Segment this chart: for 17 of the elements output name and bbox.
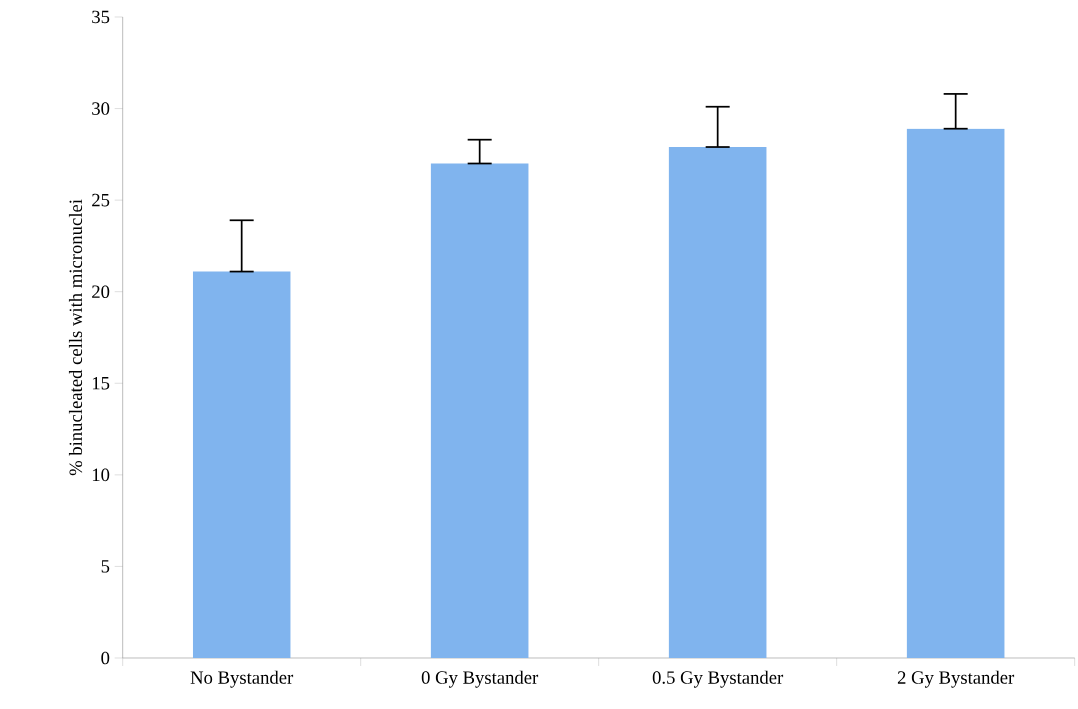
- x-tick-label: 0 Gy Bystander: [421, 670, 539, 688]
- bar: [430, 163, 529, 658]
- bar: [192, 271, 291, 658]
- y-tick-label: 5: [101, 560, 110, 573]
- bar: [668, 147, 767, 658]
- x-tick-label: No Bystander: [190, 670, 294, 688]
- x-tick-label: 0.5 Gy Bystander: [652, 670, 784, 688]
- x-tick-label: 2 Gy Bystander: [897, 670, 1015, 688]
- y-tick-label: 20: [92, 285, 110, 299]
- y-tick-label: 35: [92, 10, 110, 24]
- y-tick-label: 25: [92, 193, 110, 207]
- y-tick-label: 30: [92, 102, 110, 115]
- y-tick-label: 10: [92, 468, 110, 482]
- y-tick-label: 0: [101, 651, 110, 665]
- y-tick-label: 15: [92, 377, 110, 390]
- bar: [906, 128, 1005, 658]
- y-axis-title: % binucleated cells with micronuclei: [68, 199, 83, 476]
